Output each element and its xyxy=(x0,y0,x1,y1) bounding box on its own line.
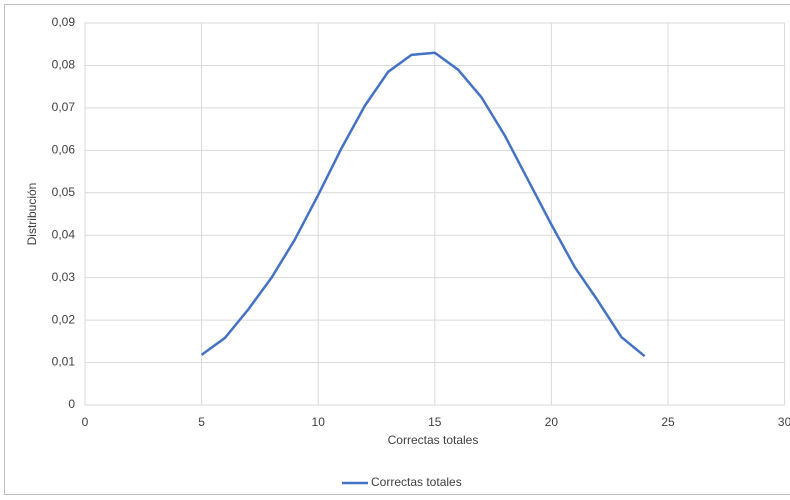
x-tick-label: 0 xyxy=(82,415,89,429)
x-tick-label: 5 xyxy=(198,415,205,429)
y-tick-label: 0,02 xyxy=(52,312,76,326)
line-series xyxy=(200,51,646,358)
x-axis-label: Correctas totales xyxy=(388,433,479,447)
x-tick-label: 25 xyxy=(661,415,675,429)
y-tick-label: 0,07 xyxy=(52,100,76,114)
chart-frame xyxy=(4,4,790,495)
y-tick-label: 0 xyxy=(68,397,75,411)
legend-label: Correctas totales xyxy=(371,475,462,489)
x-tick-label: 30 xyxy=(778,415,790,429)
x-tick-label: 15 xyxy=(428,415,442,429)
y-tick-label: 0,03 xyxy=(52,270,76,284)
y-tick-label: 0,09 xyxy=(52,15,76,29)
x-tick-label: 20 xyxy=(545,415,559,429)
y-tick-label: 0,08 xyxy=(52,58,76,72)
y-tick-label: 0,05 xyxy=(52,185,76,199)
y-axis-label: Distribución xyxy=(25,183,39,246)
y-tick-label: 0,01 xyxy=(52,355,76,369)
y-tick-label: 0,06 xyxy=(52,143,76,157)
y-tick-label: 0,04 xyxy=(52,227,76,241)
x-tick-label: 10 xyxy=(312,415,326,429)
